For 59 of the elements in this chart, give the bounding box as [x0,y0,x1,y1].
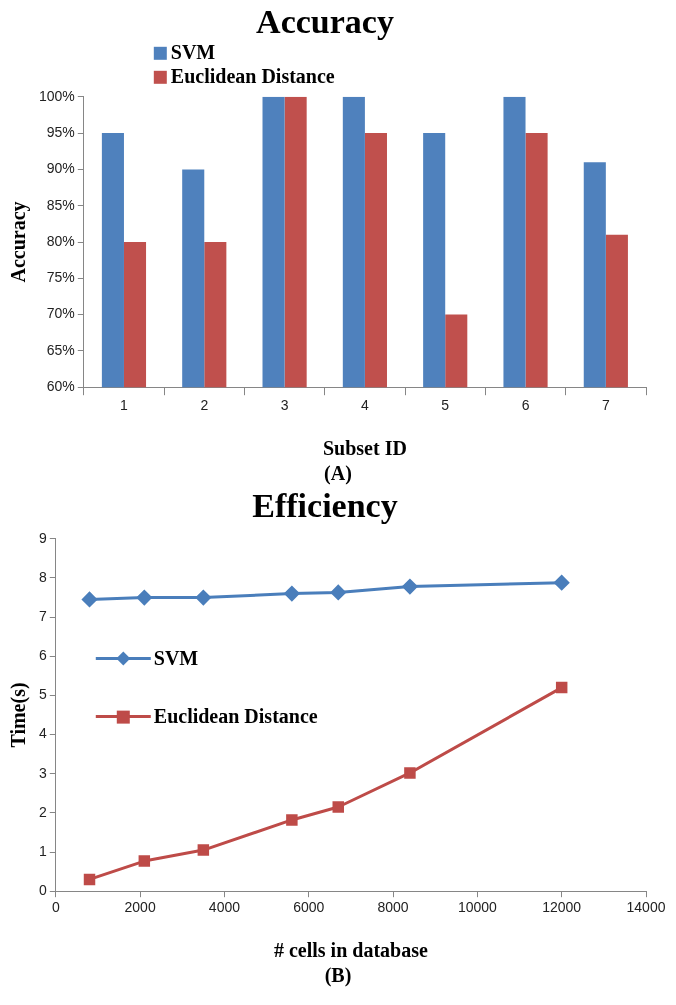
y-axis-title: Time(s) [7,682,31,748]
y-tick-label: 80% [46,232,75,249]
y-tick-label: 70% [46,305,75,322]
y-tick-label: 100% [38,87,75,104]
x-tick-label: 12000 [542,899,582,916]
y-tick-label: 8 [38,568,47,585]
point [286,814,298,826]
y-tick-label: 4 [38,725,47,742]
x-tick-label: 4 [361,397,369,414]
y-tick-label: 60% [46,378,75,395]
text: (B) [323,964,353,986]
legend-label: Euclidean Distance [153,704,318,727]
y-tick-label: 1 [38,842,47,859]
point [554,575,570,591]
x-tick-label: 3 [280,397,289,414]
y-tick-label: 75% [46,269,75,286]
legend-label: Euclidean Distance [170,64,335,87]
y-tick-label: 95% [46,123,75,140]
x-tick-label: 6 [521,397,530,414]
point [83,873,96,886]
x-tick-label: 10000 [457,899,498,916]
y-tick-label: 5 [38,686,47,703]
point [197,844,210,856]
y-tick-label: 2 [38,803,47,820]
x-tick-label: 6000 [293,899,325,916]
legend-label: SVM [153,646,199,669]
x-axis-title: Subset ID [322,437,407,460]
point [82,591,98,607]
y-tick-label: 90% [46,160,75,177]
point [136,590,152,606]
point [330,584,346,600]
x-tick-label: 1 [120,397,129,414]
y-tick-label: 85% [46,196,75,213]
point [284,586,300,602]
point [402,579,418,595]
chart-title: Accuracy [256,3,394,41]
y-axis-title: Accuracy [7,201,31,283]
chart-title: Efficiency [252,487,398,525]
point [332,801,344,813]
point [555,681,568,694]
x-tick-label: 5 [441,397,450,414]
y-tick-label: 6 [38,647,47,664]
y-tick-label: 9 [38,529,47,546]
point [195,590,211,606]
x-tick-label: 8000 [377,899,409,916]
x-axis-title: # cells in database [273,939,428,962]
text: (A) [323,462,353,484]
point [404,767,416,779]
x-tick-label: 4000 [208,899,241,916]
point [138,855,151,867]
x-tick-label: 14000 [626,899,666,916]
x-tick-label: 2000 [124,899,156,916]
y-tick-label: 0 [38,882,47,899]
legend-label: SVM [170,40,216,63]
x-tick-label: 2 [200,397,209,414]
y-tick-label: 7 [38,607,47,624]
x-tick-label: 7 [601,397,610,414]
y-tick-label: 65% [46,341,75,358]
y-tick-label: 3 [38,764,47,781]
